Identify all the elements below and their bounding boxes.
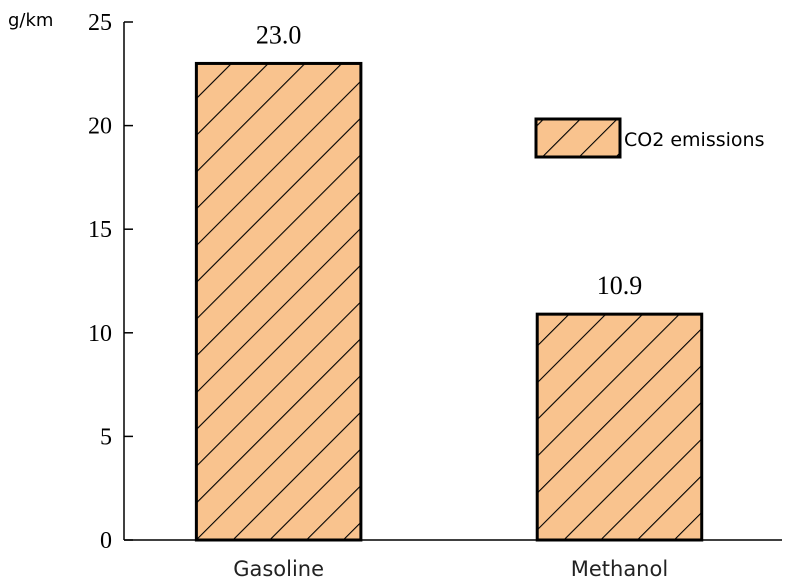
legend-swatch <box>534 117 622 159</box>
legend-label: CO2 emissions <box>624 129 764 151</box>
bar <box>194 61 363 542</box>
bars <box>194 61 704 542</box>
bar <box>535 312 704 542</box>
bar-data-label: 23.0 <box>256 20 302 49</box>
y-tick-label: 15 <box>88 217 112 243</box>
bar-data-label: 10.9 <box>597 271 643 300</box>
labels: 23.0 Gasoline 10.9 Methanol <box>233 20 668 581</box>
y-tick-label: 0 <box>100 528 112 554</box>
y-tick-label: 5 <box>100 424 112 450</box>
y-tick-label: 20 <box>88 114 112 140</box>
legend: CO2 emissions <box>534 117 764 159</box>
y-ticks: 0 5 10 15 20 25 <box>88 10 133 554</box>
y-tick-label: 25 <box>88 10 112 36</box>
y-axis-unit-label: g/km <box>8 10 53 31</box>
y-tick-label: 10 <box>88 321 112 347</box>
x-category-label: Gasoline <box>233 557 324 581</box>
x-category-label: Methanol <box>571 557 668 581</box>
